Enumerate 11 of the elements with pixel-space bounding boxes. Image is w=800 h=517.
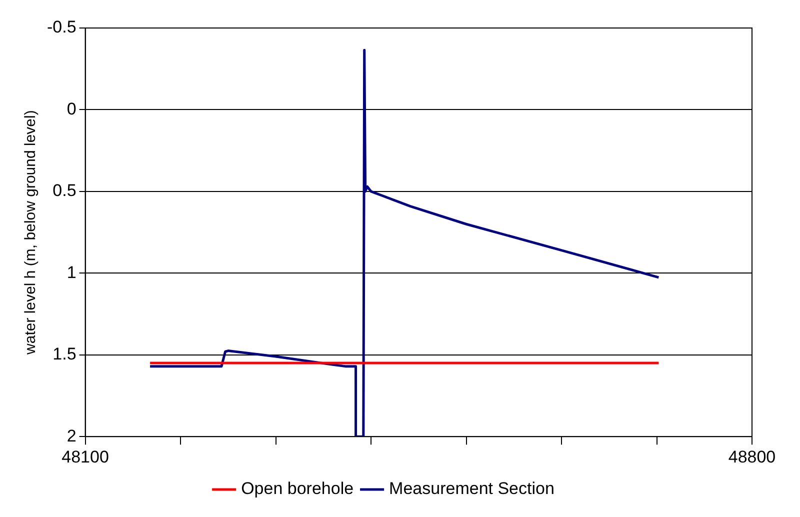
y-tick-label: 1 <box>66 262 76 282</box>
x-tick-label: 48800 <box>728 447 776 466</box>
y-tick-label: 1.5 <box>52 344 76 364</box>
y-axis-title: water level h (m, below ground level) <box>22 110 40 356</box>
y-tick-label: 2 <box>66 426 76 446</box>
y-tick-label: 0.5 <box>52 181 76 200</box>
x-tick-label: 48100 <box>62 447 109 466</box>
y-tick-label: -0.5 <box>46 18 76 37</box>
y-tick-label: 0 <box>66 99 76 118</box>
legend-label: Open borehole <box>241 479 354 498</box>
legend-label: Measurement Section <box>389 479 554 498</box>
